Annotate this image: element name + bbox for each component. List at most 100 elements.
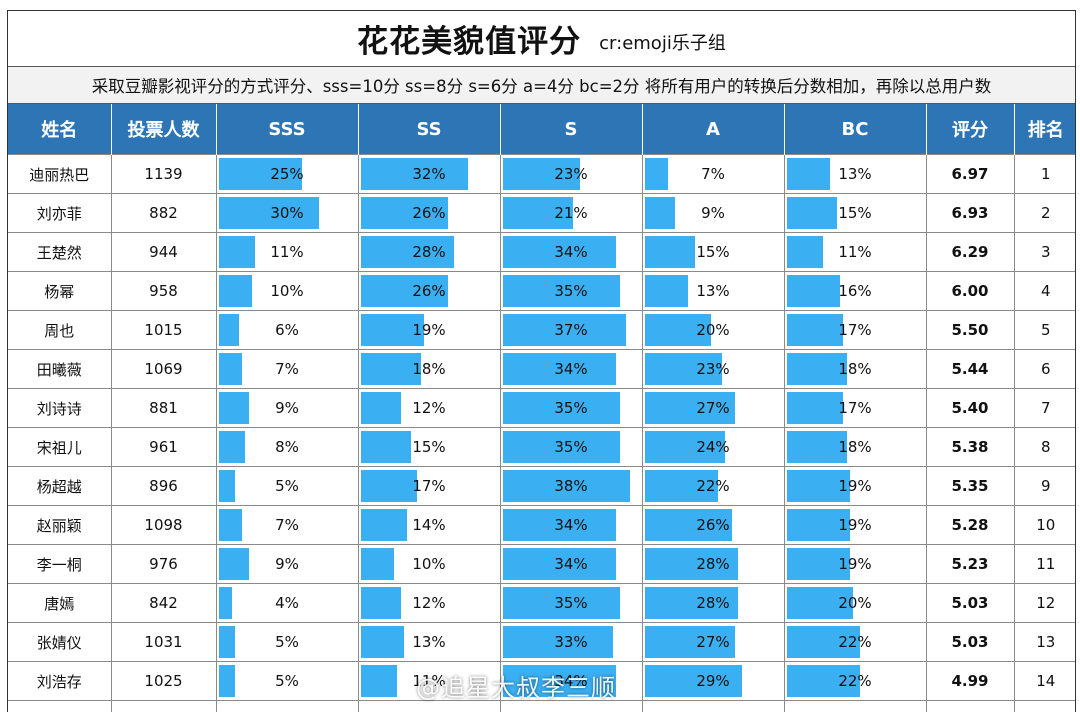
bc-cell: 17% [783,310,927,350]
ss-cell: 10% [357,544,501,584]
bc-cell: 22% [783,622,927,662]
sss-percent: 11% [270,243,304,261]
name-cell: 李一桐 [8,544,112,584]
votes-cell: 881 [110,388,217,428]
votes-cell: 896 [110,466,217,506]
s-percent: 21% [554,204,588,222]
description-text: 采取豆瓣影视评分的方式评分、sss=10分 ss=8分 s=6分 a=4分 bc… [91,77,992,96]
bc-bar [786,197,837,229]
name-cell: 张婧仪 [8,622,112,662]
sss-percent: 9% [275,399,299,417]
name-cell: 杨超越 [8,466,112,506]
a-bar [644,665,742,697]
s-cell: 35% [499,583,643,623]
col-header-rank: 排名 [1014,104,1075,155]
s-bar [502,548,617,580]
ss-percent: 17% [412,477,446,495]
sss-bar [218,392,249,424]
ss-cell: 32% [357,154,501,194]
bc-bar [786,314,844,346]
col-header-s: S [500,104,643,155]
rank-cell: 8 [1013,427,1075,467]
ss-percent: 12% [412,399,446,417]
rank-cell: 5 [1013,310,1075,350]
ss-percent: 10% [412,555,446,573]
table-row: 张婧仪 1031 5% 13% 33% 27% 22% 5.03 13 [8,622,1075,662]
ss-percent: 14% [412,516,446,534]
ss-bar [360,548,394,580]
ss-bar [360,626,405,658]
bc-cell: 13% [783,154,927,194]
col-header-votes: 投票人数 [111,104,217,155]
ss-percent: 13% [412,633,446,651]
sss-cell: 9% [215,388,359,428]
bc-percent: 18% [838,438,872,456]
ss-percent: 19% [412,321,446,339]
bc-percent: 19% [838,516,872,534]
a-bar [644,314,712,346]
ss-percent: 12% [412,594,446,612]
bc-bar [786,236,824,268]
a-cell: 27% [641,388,785,428]
sss-bar [218,197,319,229]
votes-cell: 1069 [110,349,217,389]
ss-cell: 26% [357,193,501,233]
bc-bar [786,470,851,502]
ss-cell: 18% [357,349,501,389]
bc-percent: 13% [838,165,872,183]
table-row: 刘诗诗 881 9% 12% 35% 27% 17% 5.40 7 [8,388,1075,428]
a-cell: 29% [641,661,785,701]
s-percent: 34% [554,360,588,378]
sss-cell: 4% [215,583,359,623]
s-bar [502,236,617,268]
rating-sheet: 花花美貌值评分 cr:emoji乐子组 采取豆瓣影视评分的方式评分、sss=10… [7,10,1076,712]
a-cell: 27% [641,622,785,662]
a-cell: 28% [641,544,785,584]
ss-cell: 12% [357,583,501,623]
a-percent: 13% [696,282,730,300]
table-row: 宋祖儿 961 8% 15% 35% 24% 18% 5.38 8 [8,427,1075,467]
a-percent: 28% [696,594,730,612]
title-row: 花花美貌值评分 cr:emoji乐子组 [8,11,1075,66]
col-header-score: 评分 [926,104,1015,155]
bc-bar [786,392,844,424]
sss-bar [218,314,239,346]
rank-cell: 3 [1013,232,1075,272]
ss-cell: 12% [357,388,501,428]
table-row: 田曦薇 1069 7% 18% 34% 23% 18% 5.44 6 [8,349,1075,389]
ss-cell: 17% [357,466,501,506]
sss-cell: 7% [215,349,359,389]
s-bar [502,353,617,385]
s-cell: 33% [499,622,643,662]
s-bar [502,197,573,229]
sss-bar [218,509,242,541]
ss-bar [360,236,455,268]
a-bar [644,626,735,658]
watermark: @追星大叔李三顺 [416,674,616,702]
score-cell: 6.97 [925,154,1015,194]
bc-percent: 15% [838,204,872,222]
ss-bar [360,314,425,346]
table-row: 刘浩存 1025 5% 11% 34% 29% 22% 4.99 14 [8,661,1075,701]
score-cell: 6.29 [925,232,1015,272]
a-cell: 20% [641,310,785,350]
bc-percent: 20% [838,594,872,612]
table-row: 杨超越 896 5% 17% 38% 22% 19% 5.35 9 [8,466,1075,506]
rank-cell: 9 [1013,466,1075,506]
bc-bar [786,509,851,541]
votes-cell: 976 [110,544,217,584]
a-percent: 20% [696,321,730,339]
s-cell: 34% [499,661,643,701]
ss-cell: 19% [357,310,501,350]
a-percent: 7% [701,165,725,183]
sss-percent: 9% [275,555,299,573]
name-cell: 杨幂 [8,271,112,311]
sss-percent: 5% [275,633,299,651]
votes-cell: 944 [110,232,217,272]
s-percent: 38% [554,477,588,495]
sss-bar [218,665,236,697]
name-cell: 周也 [8,310,112,350]
sss-cell: 5% [215,466,359,506]
a-cell: 13% [641,271,785,311]
ss-cell: 28% [357,232,501,272]
